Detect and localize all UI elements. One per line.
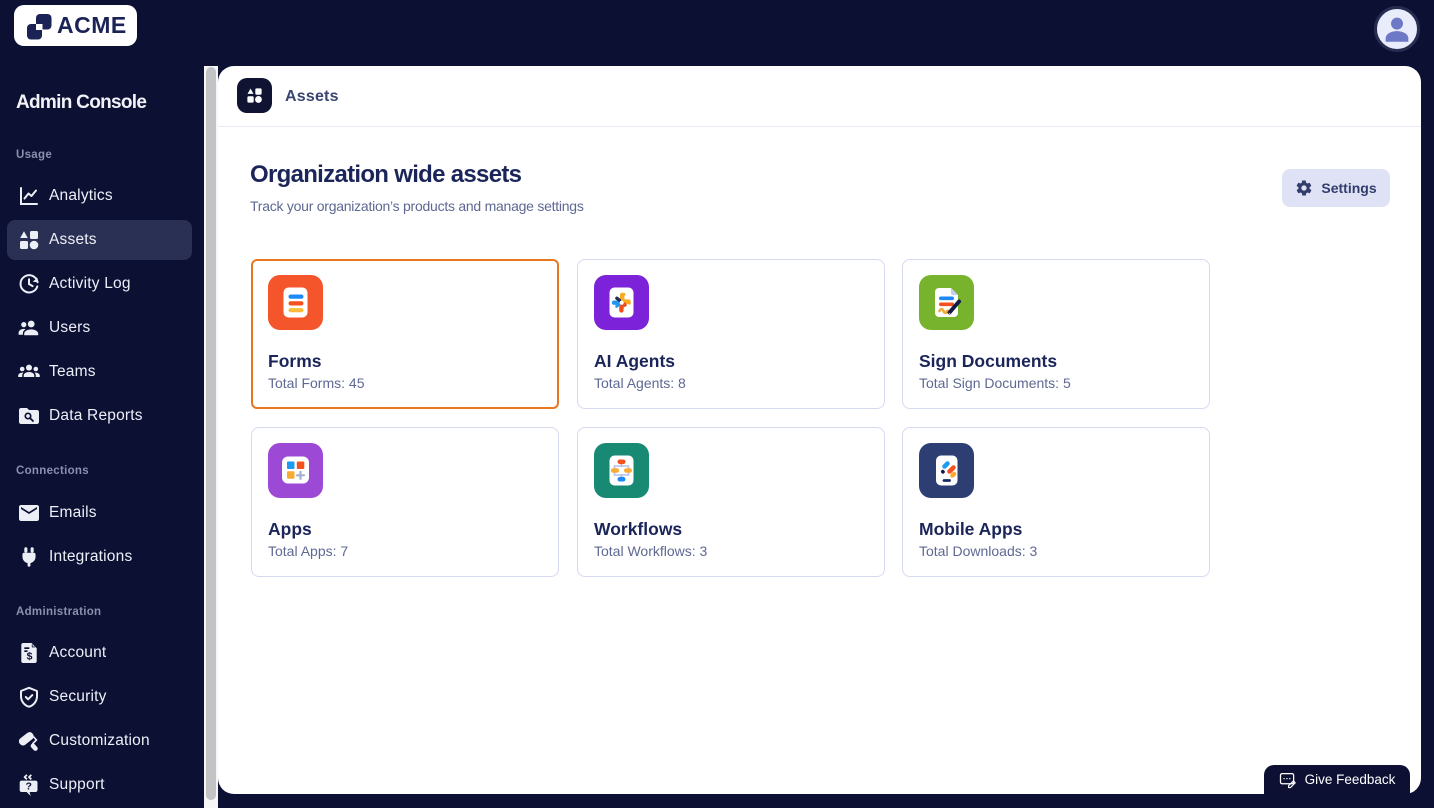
svg-text:$: $ [27, 651, 33, 663]
svg-text:?: ? [25, 781, 31, 793]
